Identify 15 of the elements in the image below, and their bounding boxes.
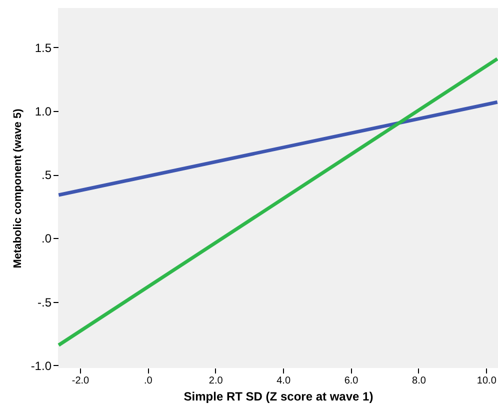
y-tick-label: 1.5 bbox=[34, 40, 52, 55]
x-tick-label: 2.0 bbox=[208, 376, 224, 386]
x-tick-label: .0 bbox=[144, 376, 153, 386]
x-tick-label: -2.0 bbox=[72, 376, 90, 386]
y-tick-label: -.5 bbox=[37, 295, 52, 310]
x-axis-title: Simple RT SD (Z score at wave 1) bbox=[184, 390, 374, 404]
y-tick-label: -1.0 bbox=[30, 358, 52, 373]
x-tick-label: 4.0 bbox=[276, 376, 291, 386]
y-axis-title: Metabolic component (wave 5) bbox=[12, 108, 24, 268]
y-tick-label: 1.0 bbox=[34, 104, 52, 119]
x-tick-label: 10.0 bbox=[476, 376, 497, 386]
y-tick-label: .0 bbox=[41, 232, 52, 246]
y-tick-label: .5 bbox=[41, 168, 52, 182]
x-tick-label: 8.0 bbox=[412, 376, 426, 386]
x-tick-label: 6.0 bbox=[344, 376, 359, 386]
